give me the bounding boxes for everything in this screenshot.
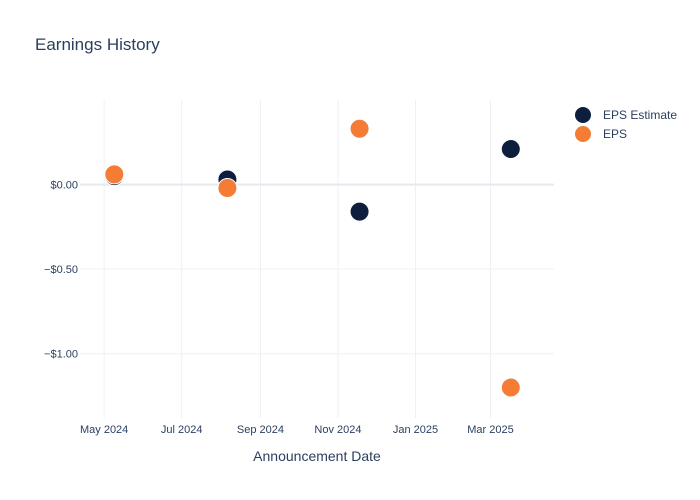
legend-marker[interactable] (575, 107, 591, 123)
x-axis-ticks: May 2024 Jul 2024 Sep 2024 Nov 2024 Jan 2025… (80, 424, 514, 436)
legend-label[interactable]: EPS Estimate (603, 108, 677, 122)
x-axis-title: Announcement Date (253, 448, 381, 464)
x-tick-label: Nov 2024 (314, 424, 361, 436)
eps-point[interactable] (104, 164, 125, 185)
x-tick-label: Jul 2024 (161, 424, 203, 436)
legend[interactable]: EPS Estimate EPS (575, 107, 677, 142)
eps-point[interactable] (217, 177, 238, 198)
y-axis-ticks: $0.00 −$0.50 −$1.00 (44, 180, 78, 361)
grid (80, 100, 554, 418)
eps-estimate-point[interactable] (500, 139, 521, 160)
legend-label[interactable]: EPS (603, 127, 627, 141)
y-tick-label: $0.00 (50, 180, 78, 192)
x-tick-label: May 2024 (80, 424, 128, 436)
x-tick-label: Jan 2025 (393, 424, 438, 436)
x-tick-label: Sep 2024 (237, 424, 284, 436)
eps-estimate-point[interactable] (349, 201, 370, 222)
y-tick-label: −$1.00 (44, 349, 78, 361)
legend-marker[interactable] (575, 126, 591, 142)
y-tick-label: −$0.50 (44, 264, 78, 276)
chart-title: Earnings History (35, 35, 160, 54)
data-points (104, 118, 521, 398)
eps-point[interactable] (500, 377, 521, 398)
eps-point[interactable] (349, 118, 370, 139)
x-tick-label: Mar 2025 (467, 424, 513, 436)
